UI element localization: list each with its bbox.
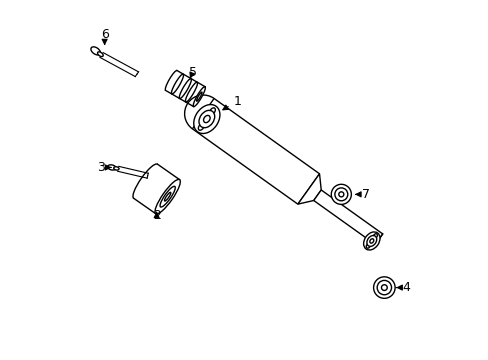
Ellipse shape bbox=[366, 235, 376, 246]
Text: 7: 7 bbox=[355, 188, 370, 201]
Ellipse shape bbox=[107, 165, 116, 170]
Ellipse shape bbox=[164, 192, 170, 201]
Circle shape bbox=[338, 192, 343, 197]
Ellipse shape bbox=[193, 87, 205, 107]
Ellipse shape bbox=[196, 92, 202, 101]
Text: 6: 6 bbox=[101, 28, 108, 45]
Ellipse shape bbox=[369, 239, 373, 243]
Circle shape bbox=[334, 188, 347, 201]
Text: 3: 3 bbox=[97, 161, 110, 174]
Ellipse shape bbox=[203, 116, 210, 123]
Ellipse shape bbox=[171, 74, 183, 94]
Circle shape bbox=[330, 184, 351, 204]
Ellipse shape bbox=[366, 243, 370, 248]
Ellipse shape bbox=[363, 232, 379, 250]
Ellipse shape bbox=[372, 234, 377, 239]
Ellipse shape bbox=[155, 179, 180, 214]
Polygon shape bbox=[313, 190, 382, 244]
Ellipse shape bbox=[114, 167, 119, 170]
Text: 2: 2 bbox=[152, 210, 160, 222]
Circle shape bbox=[381, 285, 386, 291]
Text: 4: 4 bbox=[396, 281, 409, 294]
Ellipse shape bbox=[185, 82, 197, 102]
Polygon shape bbox=[192, 99, 319, 204]
Ellipse shape bbox=[199, 111, 214, 128]
Ellipse shape bbox=[209, 108, 215, 115]
Ellipse shape bbox=[91, 47, 100, 55]
Ellipse shape bbox=[160, 186, 175, 207]
Ellipse shape bbox=[179, 78, 191, 99]
Ellipse shape bbox=[97, 52, 103, 57]
Circle shape bbox=[376, 280, 391, 295]
Polygon shape bbox=[297, 174, 321, 204]
Ellipse shape bbox=[193, 104, 220, 134]
Text: 1: 1 bbox=[223, 95, 241, 110]
Ellipse shape bbox=[198, 123, 204, 130]
Circle shape bbox=[373, 277, 394, 298]
Text: 5: 5 bbox=[188, 66, 196, 79]
